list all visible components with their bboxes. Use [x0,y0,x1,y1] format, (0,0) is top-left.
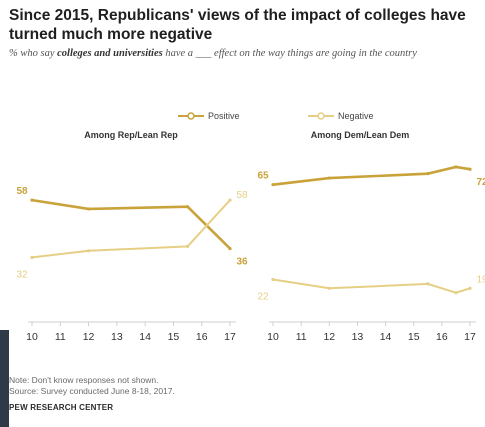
left-edge-strip [0,330,9,427]
org-name: PEW RESEARCH CENTER [9,403,114,412]
data-point-positive-1-0 [271,183,275,187]
legend-marker-negative [317,112,325,120]
x-tick-label-0-6: 16 [196,331,208,343]
data-point-negative-0-2 [185,244,190,249]
x-tick-label-0-7: 17 [224,331,236,343]
data-point-positive-0-3 [228,247,232,251]
x-tick-label-1-1: 11 [296,331,307,343]
footnote: Note: Don't know responses not shown. So… [9,375,175,397]
subtitle-prefix: % who say [9,48,58,59]
subtitle-suffix: have a ___ effect on the way things are … [162,48,417,59]
series-line-negative-0 [31,199,231,259]
x-tick-label-1-4: 14 [380,331,392,343]
data-point-positive-0-1 [86,207,91,211]
value-label-positive-1-0: 65 [257,171,269,182]
data-point-positive-1-1 [327,176,331,180]
legend-label-negative: Negative [338,111,374,121]
series-line-positive-0 [31,198,231,250]
x-tick-label-0-4: 14 [139,331,151,343]
data-point-negative-1-1 [327,286,331,290]
x-tick-label-0-1: 11 [55,331,66,343]
data-point-negative-1-2 [426,282,430,286]
series-line-negative-1 [272,278,471,294]
x-tick-label-1-5: 15 [408,331,420,343]
value-label-negative-0-2: 32 [16,269,28,280]
x-tick-label-1-7: 17 [464,331,476,343]
panel-title-0: Among Rep/Lean Rep [84,130,178,140]
value-label-positive-0-0: 58 [16,186,28,197]
x-tick-label-1-2: 12 [323,331,335,343]
x-tick-label-1-6: 16 [436,331,448,343]
x-tick-label-0-5: 15 [168,331,180,343]
x-tick-label-0-2: 12 [83,331,95,343]
value-label-negative-0-3: 58 [236,190,248,201]
value-label-negative-1-3: 19 [476,274,485,285]
data-point-negative-0-0 [30,255,34,260]
note-text: Note: Don't know responses not shown. [9,375,159,385]
data-point-negative-1-3 [454,291,458,295]
data-point-negative-0-3 [228,198,232,202]
legend-label-positive: Positive [208,111,240,121]
source-text: Source: Survey conducted June 8-18, 2017… [9,386,175,396]
series-line-positive-1 [272,165,471,186]
value-label-positive-0-1: 36 [236,257,248,268]
subtitle-subject: colleges and universities [57,48,163,59]
panel-title-1: Among Dem/Lean Dem [311,130,410,140]
data-point-positive-0-2 [185,205,190,209]
data-point-positive-0-0 [30,198,34,202]
legend-marker-positive [187,112,195,120]
data-point-positive-1-2 [426,172,430,176]
x-tick-label-0-0: 10 [26,331,38,343]
chart-subtitle: % who say colleges and universities have… [9,47,479,60]
x-tick-label-1-3: 13 [352,331,364,343]
chart-title: Since 2015, Republicans' views of the im… [9,7,466,43]
data-point-negative-1-4 [468,286,472,290]
data-point-positive-1-4 [468,167,472,171]
value-label-positive-1-1: 72 [476,177,485,188]
data-point-negative-1-0 [271,277,275,282]
value-label-negative-1-2: 22 [257,291,269,302]
x-tick-label-1-0: 10 [267,331,279,343]
data-point-positive-1-3 [454,165,458,169]
data-point-negative-0-1 [86,249,91,253]
x-tick-label-0-3: 13 [111,331,123,343]
